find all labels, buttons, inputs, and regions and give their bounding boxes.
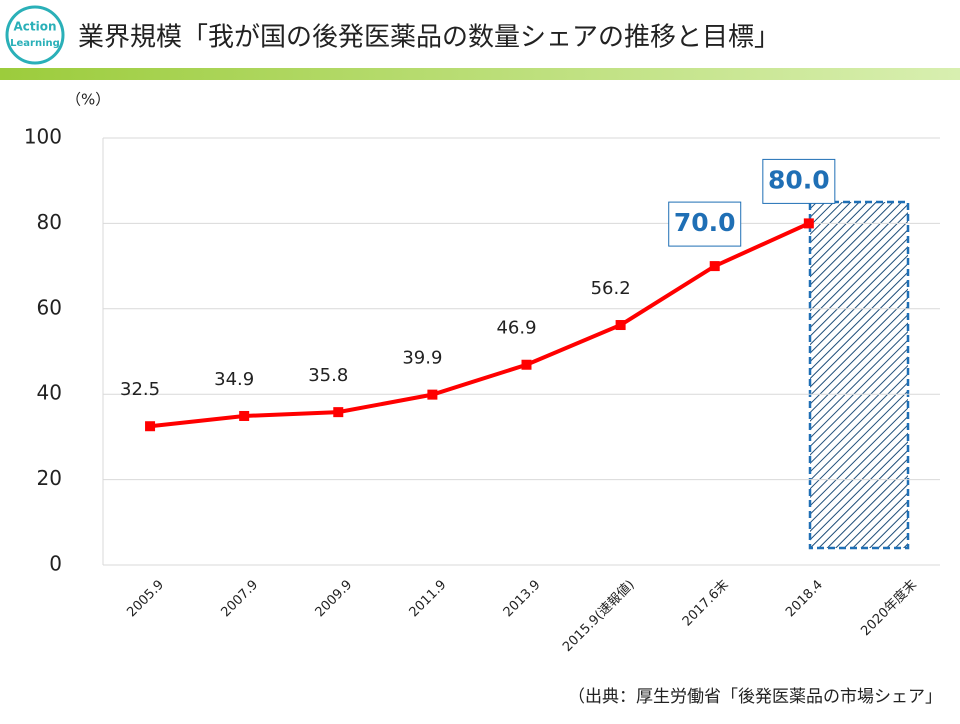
y-tick-label: 40: [37, 381, 62, 405]
point-marker: [427, 389, 438, 400]
y-tick-label: 100: [24, 125, 62, 149]
value-label: 39.9: [402, 348, 442, 369]
point-marker: [521, 359, 532, 370]
y-tick-label: 0: [49, 552, 62, 576]
value-label: 35.8: [308, 365, 348, 386]
logo-circle: [5, 5, 65, 65]
point-marker: [145, 421, 156, 432]
slide-title: 業界規模「我が国の後発医薬品の数量シェアの推移と目標」: [78, 23, 780, 53]
source-note: （出典：厚生労働省「後発医薬品の市場シェア」: [568, 687, 942, 707]
point-marker: [803, 218, 814, 229]
value-label: 34.9: [214, 369, 254, 390]
x-tick-label: 2005.9: [124, 577, 167, 620]
y-tick-label: 80: [37, 210, 62, 234]
logo-text: Learning: [10, 38, 60, 49]
unit-label: （%）: [66, 91, 110, 109]
y-tick-label: 60: [37, 295, 62, 319]
x-tick-label: 2017.6末: [680, 577, 732, 629]
x-tick-label: 2015.9(速報値): [559, 577, 637, 655]
label-box: [668, 201, 742, 247]
x-tick-label: 2009.9: [313, 577, 356, 620]
value-label: 46.9: [496, 318, 536, 339]
point-marker: [615, 320, 626, 331]
point-marker: [333, 407, 344, 418]
plot: 0 20 40 60 80 100 2005.9 2007.9 2009.9 2011.9 2013…: [24, 125, 940, 655]
x-tick-label: 2013.9: [501, 577, 544, 620]
x-tick-label: 2020年度末: [858, 577, 920, 639]
logo-text: Action: [13, 20, 56, 34]
value-label: 70.0: [674, 208, 736, 237]
target-box: [808, 200, 910, 550]
label-box: [762, 158, 836, 204]
point-marker: [239, 410, 250, 421]
x-tick-label: 2018.4: [783, 577, 826, 620]
line-series: [149, 221, 810, 429]
header-band: [0, 68, 960, 80]
x-tick-label: 2011.9: [407, 577, 450, 620]
value-label: 80.0: [768, 165, 830, 194]
value-label: 32.5: [120, 379, 160, 400]
x-tick-label: 2007.9: [218, 577, 261, 620]
y-tick-label: 20: [37, 466, 62, 490]
point-marker: [709, 261, 720, 272]
value-label: 56.2: [591, 278, 631, 299]
